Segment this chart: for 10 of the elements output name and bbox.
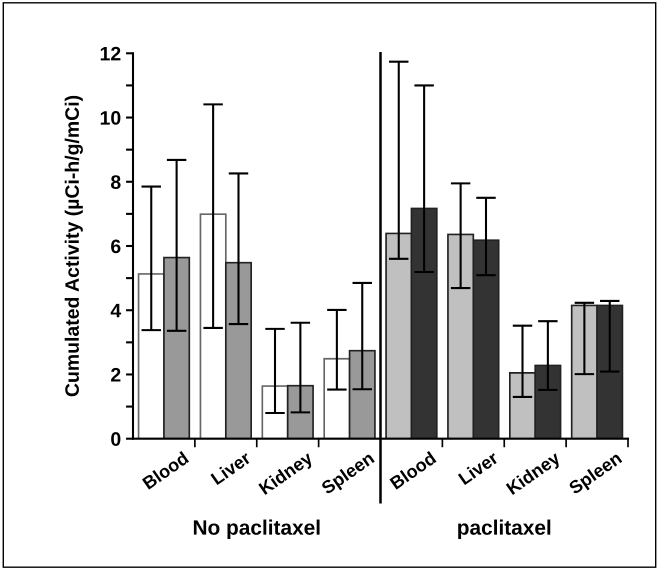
y-tick-label: 10 xyxy=(100,111,120,125)
y-tick-label: 8 xyxy=(111,175,121,190)
text: paclitaxel xyxy=(458,520,550,539)
y-axis-title: Cumulated Activity (µCi-h/g/mCi) xyxy=(64,96,83,396)
y-tick-label: 4 xyxy=(110,304,122,318)
text: No paclitaxel xyxy=(194,520,320,539)
y-tick-label: 0 xyxy=(111,432,120,446)
y-tick-label: 2 xyxy=(111,368,120,382)
y-tick-label: 6 xyxy=(111,239,120,254)
y-tick-label: 12 xyxy=(100,46,120,60)
